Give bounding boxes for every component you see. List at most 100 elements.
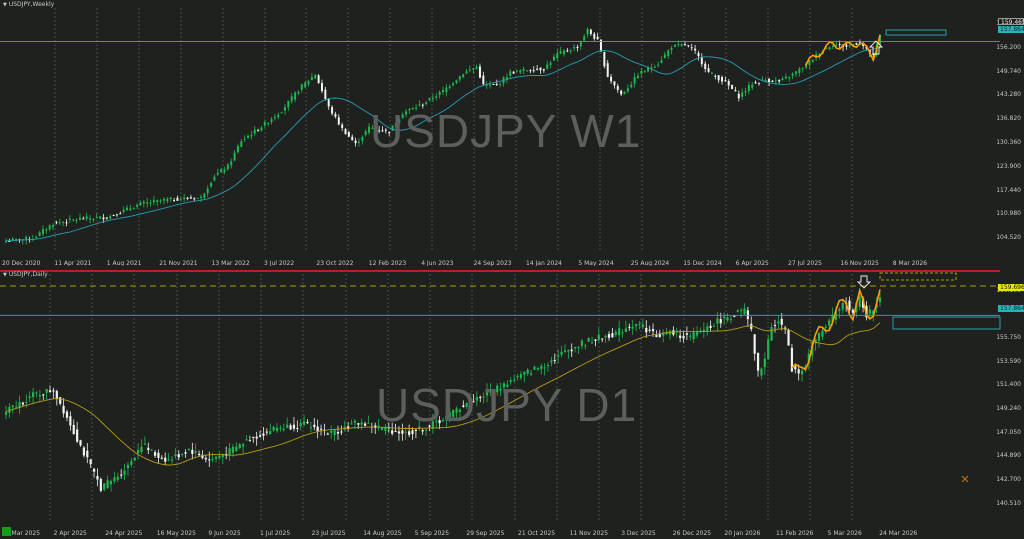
candle [109, 215, 112, 219]
candle [515, 70, 518, 72]
candle [384, 129, 387, 131]
candle [529, 373, 533, 375]
candle [747, 84, 750, 92]
candle [808, 60, 811, 66]
candle [184, 452, 187, 454]
candle [296, 427, 299, 429]
candle [260, 127, 263, 131]
candle [628, 326, 631, 328]
collapse-triangle-icon[interactable]: ▼ [3, 2, 7, 8]
candle [21, 402, 25, 405]
candle [197, 453, 201, 456]
candle [357, 141, 360, 143]
candle [58, 222, 61, 224]
candle [590, 342, 594, 344]
candle [357, 423, 360, 425]
candle [858, 42, 861, 44]
candle [177, 454, 180, 458]
candle [640, 70, 643, 74]
candle [634, 323, 638, 327]
candle [614, 331, 617, 335]
candle [273, 116, 276, 119]
candle [618, 328, 621, 336]
candle [663, 54, 666, 59]
candle [492, 83, 495, 85]
candle [76, 429, 79, 442]
candle [519, 70, 522, 73]
candle [736, 310, 739, 313]
candle [216, 172, 219, 175]
candle [746, 310, 749, 320]
candle [780, 318, 783, 325]
candle [303, 421, 306, 425]
candle [380, 427, 384, 430]
candle [340, 431, 343, 433]
candle [324, 89, 327, 100]
candle [350, 423, 353, 425]
candle [690, 47, 693, 49]
candle [221, 454, 224, 458]
candle [173, 200, 176, 202]
candle [201, 454, 204, 459]
candle [65, 411, 69, 418]
weekly-chart-pane[interactable]: ▼USDJPY,Weekly USDJPY W1 162.660156.2001… [0, 0, 1024, 267]
candle [408, 109, 411, 111]
date-tick-label: 21 Oct 2025 [518, 530, 556, 537]
candle [700, 57, 703, 65]
candle [331, 107, 334, 114]
candle [719, 319, 722, 324]
candle [675, 330, 678, 332]
candle [92, 218, 95, 220]
candle [489, 84, 492, 86]
candle [801, 68, 804, 70]
weekly-chart-canvas[interactable] [0, 0, 1024, 267]
price-tick-label: 156.200 [996, 43, 1021, 51]
candle [11, 405, 14, 408]
daily-chart-pane[interactable]: ▼USDJPY,Daily USDJPY D1 160.100155.75015… [0, 270, 1024, 539]
candle [631, 326, 634, 329]
candle [788, 77, 791, 79]
candle [824, 326, 827, 329]
candle [105, 217, 108, 219]
candle [838, 44, 841, 46]
dashed-zone-box [879, 272, 957, 281]
candle [756, 352, 760, 371]
candle [805, 64, 808, 68]
candle [18, 401, 21, 408]
candle [710, 72, 713, 74]
candle [282, 428, 285, 430]
candle [414, 429, 417, 431]
candle [559, 50, 562, 54]
candle [549, 62, 552, 66]
candle [404, 431, 407, 433]
candle [146, 202, 149, 204]
candle [181, 454, 184, 456]
pane-separator[interactable] [0, 266, 1024, 272]
candle [89, 218, 92, 220]
candle [326, 433, 329, 435]
daily-level-price-tag: 157.864 [998, 305, 1024, 312]
candle [351, 136, 354, 141]
candle [319, 428, 323, 430]
candle [753, 334, 756, 354]
candle [516, 376, 519, 378]
candle [245, 439, 248, 441]
candle [35, 392, 38, 394]
daily-chart-title: ▼ USDJPY,Daily [3, 271, 48, 278]
candle [233, 152, 236, 161]
candle [421, 104, 424, 106]
candle [636, 75, 639, 79]
candle [610, 76, 613, 82]
price-tick-label: 144.890 [996, 452, 1021, 460]
candle [211, 458, 214, 460]
candle [532, 70, 535, 72]
candle [314, 74, 317, 79]
collapse-triangle-icon[interactable]: ▼ [3, 272, 7, 278]
candle [113, 477, 116, 482]
price-tick-label: 104.520 [996, 234, 1021, 242]
candle [35, 236, 38, 239]
candle [95, 217, 98, 219]
candle [599, 39, 602, 52]
candle [381, 130, 384, 132]
daily-chart-canvas[interactable] [0, 270, 1024, 539]
